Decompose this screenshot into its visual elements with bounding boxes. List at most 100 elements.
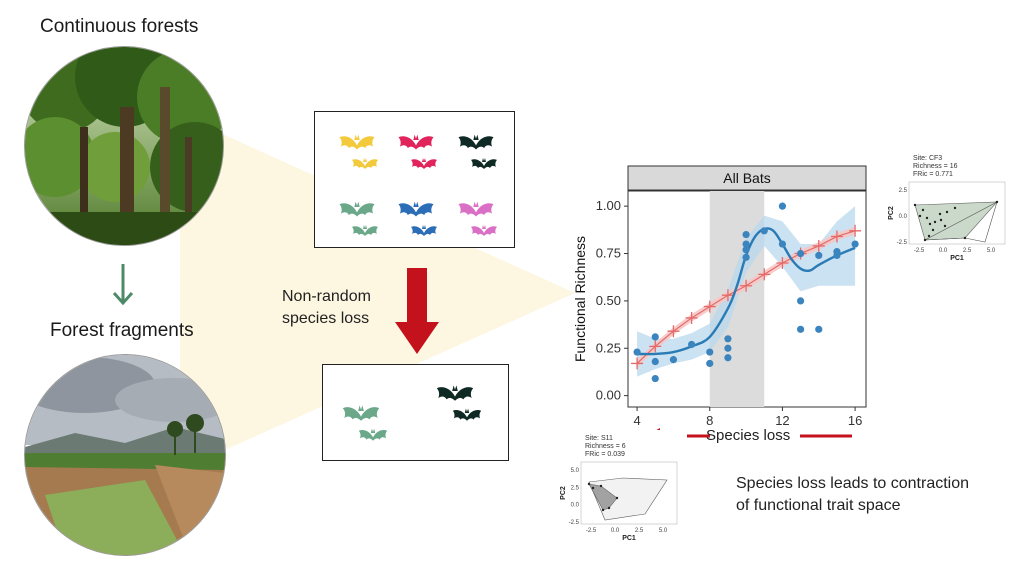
inset-x-tick-label: 0.0 — [611, 528, 620, 534]
bat-icon — [398, 201, 434, 217]
null-model-point — [667, 325, 680, 338]
inset-x-tick-label: -2.5 — [914, 248, 925, 254]
observed-point — [706, 348, 714, 356]
inset-stat-label: Richness = 16 — [913, 163, 958, 170]
observed-point — [778, 202, 787, 210]
trait-point — [607, 506, 611, 510]
bat-community-box-reduced — [322, 364, 509, 461]
inset-x-tick-label: 0.0 — [939, 248, 948, 254]
trait-hull — [588, 483, 618, 511]
observed-point — [815, 325, 823, 333]
null-model-point — [758, 268, 771, 281]
observed-point — [815, 251, 823, 260]
observed-point — [724, 354, 732, 362]
bat-icon — [458, 134, 494, 150]
null-model-band — [637, 227, 856, 368]
bat-icon — [352, 158, 378, 169]
null-model-point — [776, 257, 789, 269]
bat-icon — [471, 225, 497, 236]
trait-point — [927, 234, 931, 238]
observed-point — [687, 340, 696, 349]
observed-point — [724, 344, 732, 352]
trait-point — [945, 210, 949, 214]
null-model-point — [812, 239, 825, 252]
conclusion-line2: of functional trait space — [736, 497, 901, 514]
trait-point — [938, 212, 942, 216]
conclusion-line1: Species loss leads to contraction — [736, 475, 970, 492]
inset-stat-label: FRic = 0.039 — [585, 451, 625, 458]
trait-point — [925, 216, 929, 220]
inset-panel — [908, 181, 1006, 245]
trait-point — [918, 214, 922, 218]
bat-icon — [339, 134, 375, 150]
inset-stat-label: FRic = 0.771 — [913, 171, 953, 178]
trait-point — [591, 486, 595, 490]
inset-x-tick-label: 5.0 — [659, 528, 668, 534]
observed-point — [778, 240, 787, 248]
observed-point — [651, 357, 659, 366]
trait-point — [921, 208, 925, 212]
observed-point — [651, 374, 659, 383]
null-model-point — [631, 357, 644, 370]
species-loss-axis-label: Species loss — [706, 427, 791, 444]
observed-point — [724, 335, 732, 343]
down-arrow-red-icon — [395, 268, 439, 354]
trait-point — [943, 224, 947, 228]
trait-point — [615, 496, 619, 500]
y-tick-label: 0.75 — [596, 246, 621, 261]
down-arrow-green-icon — [112, 264, 134, 306]
x-tick-label: 12 — [775, 413, 789, 428]
trait-point — [931, 228, 935, 232]
inset-x-tick-label: -2.5 — [586, 528, 597, 534]
inset-x-tick-label: 2.5 — [963, 248, 972, 254]
inset-x-tick-label: 5.0 — [987, 248, 996, 254]
non-random-species-loss-label: Non-random species loss — [282, 286, 371, 330]
observed-point — [796, 297, 805, 305]
observed-point — [742, 230, 750, 239]
bat-icon — [339, 201, 375, 217]
inset-y-tick-label: 0.0 — [571, 503, 580, 509]
inset-x-label: PC1 — [622, 535, 636, 542]
y-tick-label: 0.25 — [596, 340, 621, 355]
inset-stat-label: Richness = 6 — [585, 443, 626, 450]
inset-x-tick-label: 2.5 — [635, 528, 644, 534]
bat-icon — [342, 405, 380, 421]
trait-hull — [588, 477, 668, 521]
bat-icon — [411, 225, 437, 236]
trait-point — [953, 206, 957, 210]
x-tick-label: 4 — [633, 413, 640, 428]
null-model-point — [849, 224, 862, 237]
observed-point — [669, 356, 678, 364]
functional-richness-chart: All Bats 4 8 12 16 0.00 0.25 0.50 0.75 1.00 Functi… — [572, 165, 867, 428]
null-model-point — [703, 300, 716, 313]
observed-point — [742, 253, 750, 261]
observed-point — [796, 249, 805, 258]
y-tick-label: 1.00 — [596, 198, 621, 213]
bat-icon — [411, 158, 437, 169]
continuous-forests-label: Continuous forests — [40, 16, 199, 37]
inset-y-tick-label: 5.0 — [571, 468, 580, 474]
species-loss-line2: species loss — [282, 310, 370, 327]
null-model-point — [740, 279, 753, 292]
null-model-point — [721, 289, 734, 302]
bat-icon — [398, 134, 434, 150]
trait-point — [913, 203, 917, 207]
y-axis-label: Functional Richness — [572, 236, 588, 362]
inset-panel — [580, 461, 678, 525]
y-tick-label: 0.50 — [596, 293, 621, 308]
bat-icon — [352, 225, 378, 236]
observed-point — [706, 359, 714, 368]
conclusion-text: Species loss leads to contraction of fun… — [736, 473, 969, 517]
inset-y-tick-label: 2.5 — [571, 485, 580, 491]
trait-point — [923, 238, 927, 242]
trait-point — [601, 508, 605, 512]
observed-point — [633, 348, 641, 356]
trait-point — [587, 482, 591, 486]
inset-y-tick-label: 2.5 — [899, 188, 908, 194]
observed-point — [833, 248, 841, 256]
forest-fragment-photo — [24, 354, 226, 556]
observed-point — [742, 240, 750, 248]
continuous-forest-photo — [24, 46, 224, 246]
